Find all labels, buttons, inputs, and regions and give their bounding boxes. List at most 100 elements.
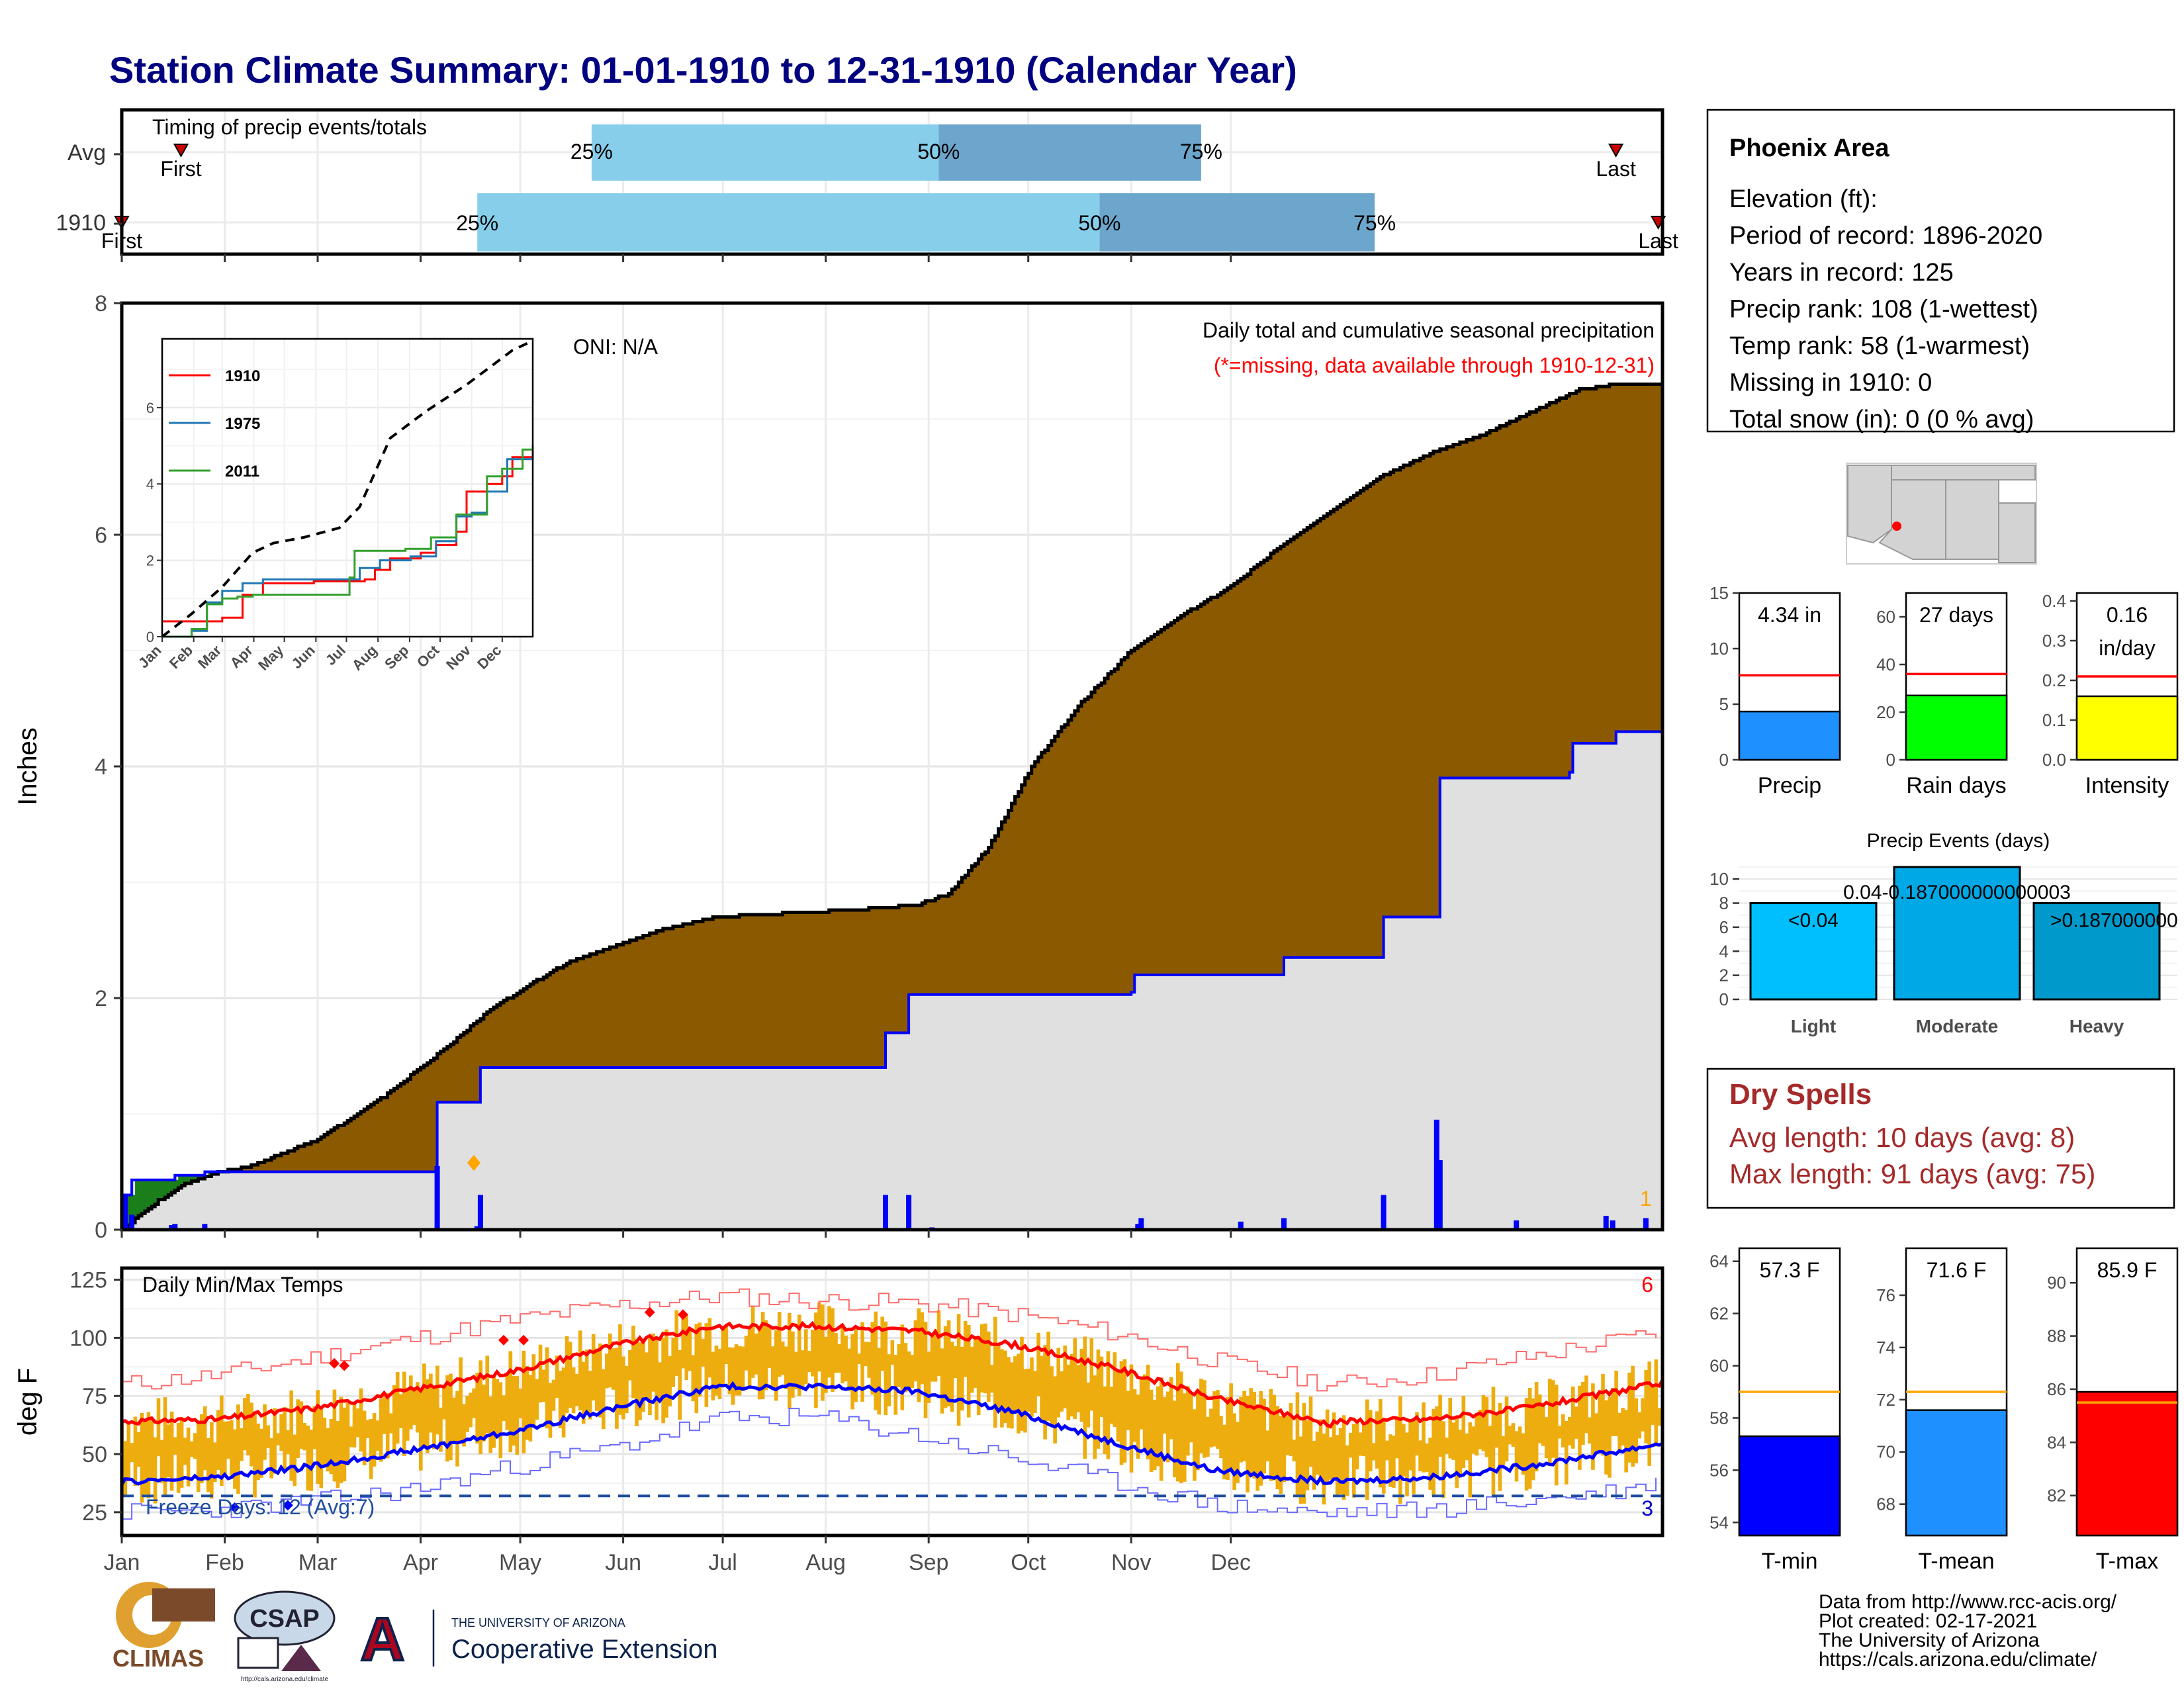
daily-precip-bar: [169, 1225, 175, 1230]
daily-temp-bar: [193, 1433, 197, 1459]
daily-temp-bar: [1358, 1432, 1363, 1456]
intensity-y-tick-label: 0.4: [2042, 591, 2066, 611]
daily-temp-bar: [1116, 1370, 1120, 1442]
precip-corner-count: 1: [1640, 1187, 1652, 1211]
daily-temp-bar: [263, 1404, 267, 1460]
inset-frame: [161, 338, 534, 638]
daily-temp-bar: [1159, 1377, 1163, 1481]
daily-temp-bar: [561, 1367, 566, 1438]
timing-panel-title: Timing of precip events/totals: [152, 115, 427, 139]
month-tick-label: Jun: [605, 1550, 641, 1575]
daily-temp-bar: [1030, 1357, 1034, 1417]
daily-temp-bar: [1332, 1412, 1336, 1480]
daily-temp-bar: [907, 1351, 911, 1392]
daily-temp-bar: [1259, 1391, 1263, 1486]
daily-temp-bar: [1438, 1394, 1442, 1457]
daily-temp-bar: [256, 1424, 260, 1481]
daily-temp-bar: [956, 1314, 961, 1426]
daily-temp-bar: [1096, 1349, 1101, 1449]
daily-temp-bar: [850, 1334, 854, 1410]
locator-map: [1846, 463, 2037, 565]
daily-temp-bar: [1521, 1433, 1525, 1475]
precip-missing-note: (*=missing, data available through 1910-…: [1214, 353, 1655, 377]
timing-quantile-label: 25%: [570, 140, 613, 163]
daily-temp-bar: [671, 1338, 676, 1387]
timing-axis-ticks: [114, 153, 1232, 262]
temp-min-chart: 54 56 58 60 62 64 57.3 F T-min: [1709, 1247, 1841, 1574]
daily-temp-bar: [1604, 1400, 1608, 1475]
daily-temp-bar: [1382, 1419, 1386, 1494]
daily-temp-bar: [605, 1353, 609, 1389]
daily-temp-bar: [698, 1322, 702, 1397]
state-utah-colorado-shape: [1891, 465, 2036, 480]
daily-temp-bar: [126, 1424, 131, 1482]
month-tick-label: Dec: [1211, 1550, 1251, 1575]
daily-temp-bar: [1468, 1422, 1473, 1498]
daily-temp-bar: [1598, 1393, 1602, 1452]
daily-temp-bar: [169, 1411, 174, 1491]
daily-temp-bar: [831, 1308, 835, 1392]
daily-temp-bar: [1169, 1377, 1173, 1440]
daily-temp-bar: [1046, 1332, 1050, 1421]
daily-temp-bar: [1212, 1391, 1216, 1447]
temp-mean-y-tick-label: 72: [1876, 1390, 1895, 1410]
temp-panel-frame: [120, 1266, 1664, 1537]
daily-temp-bar: [940, 1348, 944, 1414]
daily-temp-bar: [416, 1382, 420, 1433]
daily-temp-bar: [970, 1346, 974, 1393]
daily-temp-bar: [1351, 1424, 1356, 1498]
precip-y-axis: 0 2 4 6 8: [95, 291, 122, 1243]
daily-temp-bar: [395, 1371, 400, 1444]
daily-temp-bar: [1056, 1348, 1061, 1418]
daily-temp-bar: [638, 1342, 642, 1420]
temp-min-value-label: 57.3 F: [1760, 1258, 1820, 1282]
daily-temp-bar: [1173, 1400, 1177, 1478]
daily-temp-bar: [439, 1407, 443, 1452]
daily-temp-bar: [1275, 1406, 1280, 1490]
precip-total-label: Precip: [1758, 773, 1821, 798]
daily-temp-bar: [196, 1421, 201, 1492]
month-tick-label: Feb: [205, 1550, 244, 1575]
daily-temp-bar: [1113, 1352, 1117, 1428]
daily-temp-bar: [1425, 1443, 1429, 1472]
precip-y-tick-label: 0: [95, 1218, 107, 1243]
precip-events-chart: Precip Events (days) Light Moderate Heavy <0…: [1709, 830, 2184, 1036]
daily-temp-bar: [704, 1323, 709, 1407]
temp-min-y-tick-label: 62: [1709, 1304, 1729, 1324]
daily-temp-bar: [1122, 1359, 1127, 1463]
daily-temp-bar: [1139, 1379, 1144, 1430]
daily-temp-bar: [1226, 1397, 1230, 1480]
intensity-y-tick-label: 0.1: [2042, 710, 2066, 730]
inset-legend-label: 1975: [225, 415, 260, 433]
daily-temp-bar: [1338, 1428, 1343, 1494]
daily-temp-bar: [302, 1423, 307, 1451]
daily-temp-bar: [1654, 1359, 1659, 1447]
daily-temp-bar: [598, 1343, 602, 1418]
daily-temp-bar: [993, 1316, 997, 1428]
month-tick-label: Jul: [708, 1550, 737, 1575]
daily-temp-bar: [1392, 1436, 1396, 1488]
temp-panel-title: Daily Min/Max Temps: [142, 1273, 343, 1297]
daily-temp-bar: [173, 1437, 177, 1455]
daily-temp-bar: [259, 1428, 263, 1478]
daily-temp-bar: [976, 1336, 981, 1416]
daily-temp-bar: [837, 1344, 841, 1373]
events-x-label: Moderate: [1916, 1016, 1998, 1036]
daily-temp-bar: [449, 1373, 453, 1461]
daily-temp-bar: [1591, 1383, 1595, 1470]
daily-temp-bar: [525, 1365, 529, 1440]
inset-y-tick-label: 0: [146, 629, 154, 645]
daily-temp-bar: [143, 1421, 148, 1494]
daily-temp-bar: [485, 1355, 490, 1433]
daily-temp-bar: [266, 1425, 270, 1449]
daily-temp-bar: [1179, 1371, 1183, 1483]
csap-logo: CSAP http://cals.arizona.edu/climate: [234, 1590, 336, 1683]
daily-temp-bar: [133, 1416, 138, 1486]
daily-temp-bar: [1395, 1419, 1399, 1459]
last-event-label: Last: [1638, 229, 1678, 253]
daily-temp-bar: [1504, 1396, 1509, 1462]
daily-temp-bar: [1484, 1396, 1489, 1457]
inset-y-tick-label: 4: [146, 476, 154, 492]
events-bar-moderate: [1893, 866, 2021, 1001]
